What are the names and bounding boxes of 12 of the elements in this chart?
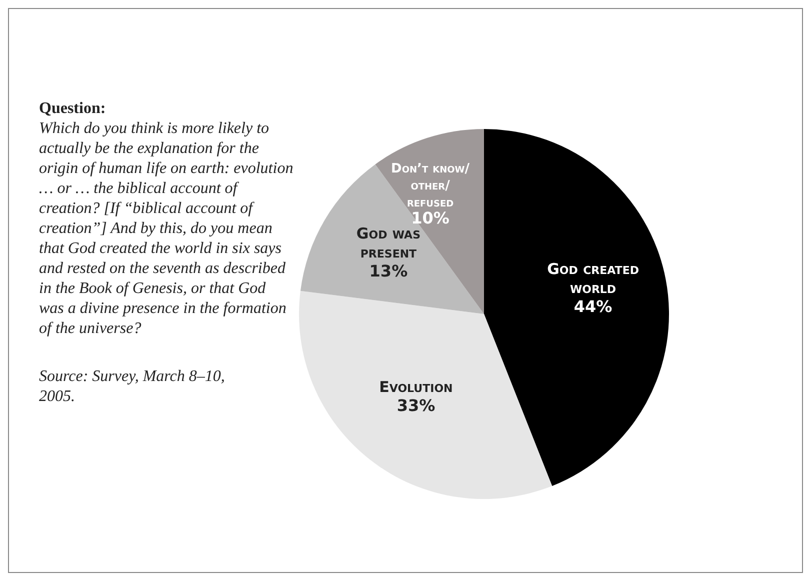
text: Question: [39,99,107,119]
slice-label: Don’t know/ other/ refused [391,161,470,210]
text: Which do you think is more likely to actually be the explanation for the origin of human life on earth: evolution … or … the biblical account of creation? [If “biblical account of creation”] And by this, do you mean that God created the world in six says and rested on the seventh as described in the Book of Genesis, or that God was a divine presence in the formation of the universe? [39,120,294,337]
data-label: 13% [369,261,408,280]
data-label: 44% [574,297,612,316]
slice-label: God created world [547,260,639,298]
slice-label: Evolution [379,378,453,396]
pie-slice [300,164,484,314]
pie-slice [299,290,552,499]
data-label: 33% [396,396,436,416]
pie-slice [484,129,669,486]
source-note: Source: Survey, March 8–10, 2005. [39,367,226,407]
